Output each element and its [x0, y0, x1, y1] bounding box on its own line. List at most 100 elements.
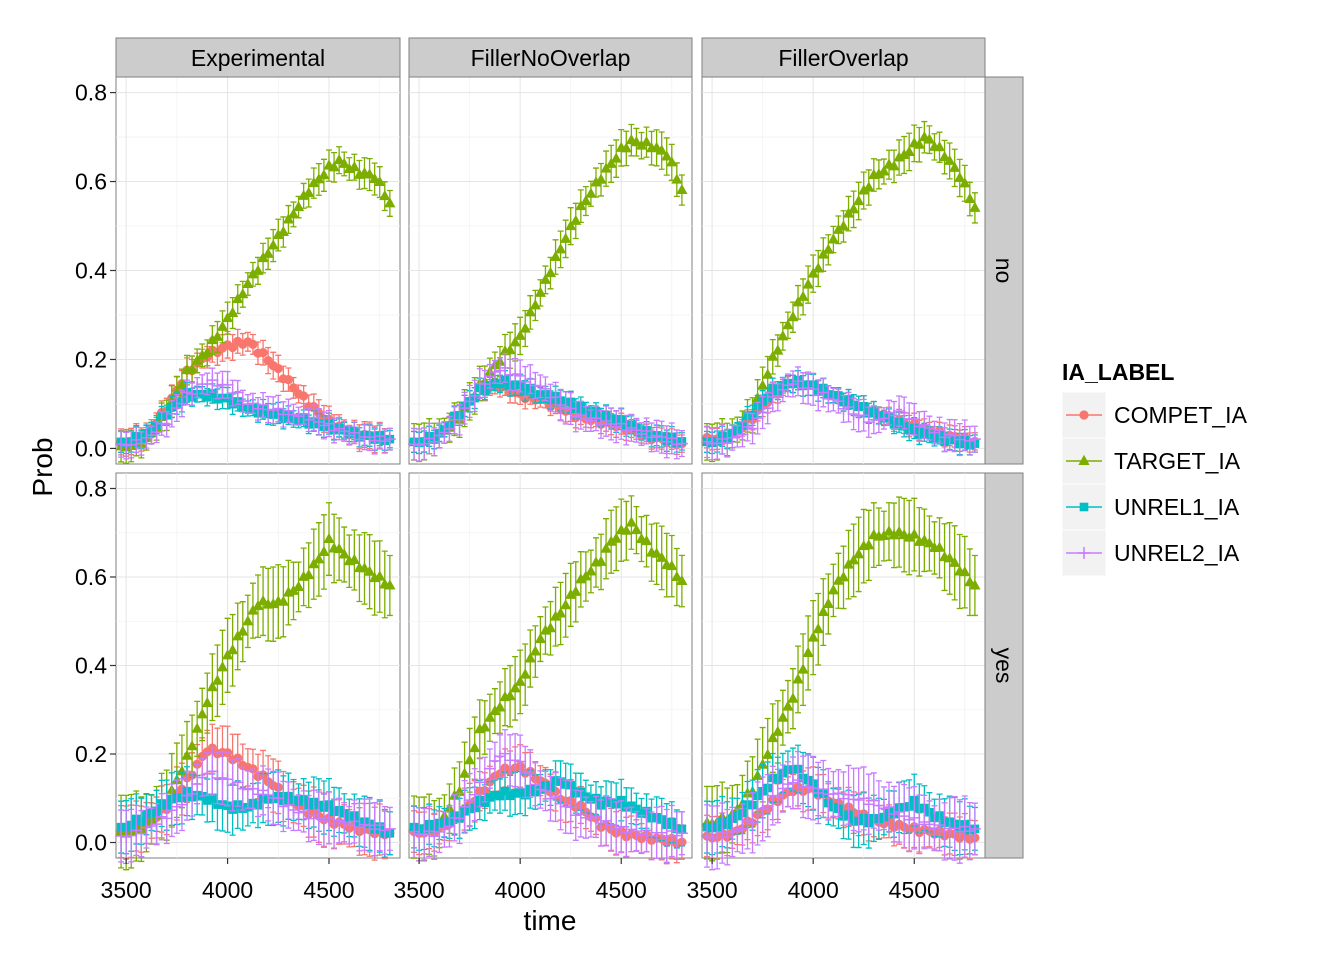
- data-point: [701, 829, 714, 842]
- data-point: [348, 426, 361, 439]
- strip-yes: yes: [984, 472, 1024, 859]
- data-point: [213, 800, 222, 809]
- data-point: [802, 646, 814, 657]
- data-point: [246, 397, 259, 410]
- data-point: [499, 361, 512, 374]
- data-point: [287, 408, 300, 421]
- data-point: [323, 532, 335, 544]
- data-point: [312, 812, 325, 825]
- data-point: [877, 802, 890, 815]
- data-point: [463, 395, 476, 408]
- data-point: [196, 708, 208, 719]
- data-point: [504, 344, 516, 355]
- data-point: [514, 329, 526, 340]
- data-point: [969, 201, 981, 212]
- data-point: [120, 830, 133, 843]
- data-point: [236, 395, 249, 408]
- data-point: [303, 568, 315, 580]
- data-point: [938, 825, 951, 838]
- data-point: [595, 173, 607, 184]
- series-UNREL2_IA: [408, 729, 688, 863]
- data-point: [228, 342, 238, 353]
- data-point: [600, 542, 612, 553]
- data-point: [216, 320, 229, 331]
- data-point: [661, 150, 673, 161]
- data-point: [625, 421, 638, 434]
- data-point: [812, 389, 825, 402]
- data-point: [913, 818, 926, 831]
- data-point: [969, 579, 981, 590]
- data-point: [338, 548, 350, 559]
- data-point: [848, 203, 860, 214]
- data-point: [721, 437, 734, 450]
- data-point: [529, 299, 541, 310]
- data-point: [676, 574, 688, 586]
- data-point: [241, 398, 254, 411]
- data-point: [640, 534, 653, 546]
- data-point: [645, 431, 658, 444]
- data-point: [433, 825, 446, 838]
- data-point: [787, 692, 799, 703]
- data-point: [287, 584, 300, 595]
- data-point: [741, 815, 754, 828]
- data-point: [211, 330, 224, 341]
- data-point: [782, 319, 794, 330]
- data-point: [171, 386, 183, 397]
- data-point: [201, 696, 213, 708]
- data-point: [817, 386, 830, 399]
- y-tick-label: 0.0: [75, 435, 107, 461]
- data-point: [519, 668, 531, 679]
- data-point: [615, 820, 628, 833]
- data-point: [408, 438, 421, 451]
- y-tick-label: 0.4: [75, 258, 107, 284]
- data-point: [575, 573, 587, 584]
- legend-label: TARGET_IA: [1114, 448, 1241, 474]
- y-axis-yes: 0.0 0.2 0.4 0.6 0.8: [75, 475, 116, 856]
- data-point: [292, 580, 305, 591]
- data-point: [882, 406, 895, 419]
- data-point: [797, 663, 809, 674]
- data-point: [247, 268, 259, 279]
- data-point: [181, 749, 193, 760]
- data-point: [236, 782, 249, 795]
- data-point: [135, 827, 148, 840]
- data-point: [524, 373, 537, 386]
- data-point: [186, 787, 199, 800]
- data-point: [605, 418, 618, 431]
- data-point: [933, 819, 946, 832]
- data-point: [499, 747, 512, 760]
- strip-label: yes: [991, 648, 1017, 684]
- data-point: [579, 413, 592, 426]
- data-point: [893, 405, 906, 418]
- data-point: [847, 407, 860, 420]
- data-point: [822, 243, 834, 254]
- legend-key-marker: [1079, 410, 1089, 420]
- data-point: [186, 363, 198, 374]
- data-point: [539, 382, 552, 395]
- data-point: [726, 825, 739, 838]
- data-point: [423, 825, 436, 838]
- data-point: [807, 782, 820, 795]
- data-point: [373, 430, 386, 443]
- data-point: [586, 795, 596, 804]
- data-point: [140, 431, 153, 444]
- data-point: [898, 406, 911, 419]
- data-point: [862, 416, 875, 429]
- data-point: [898, 148, 910, 159]
- data-point: [620, 524, 632, 535]
- data-point: [363, 168, 376, 179]
- data-point: [227, 644, 239, 655]
- data-point: [564, 402, 577, 415]
- data-point: [175, 397, 188, 410]
- data-point: [918, 418, 931, 431]
- data-point: [378, 824, 391, 837]
- data-point: [771, 790, 784, 803]
- data-point: [842, 401, 855, 414]
- data-point: [155, 810, 168, 823]
- data-point: [928, 822, 941, 835]
- data-point: [640, 135, 653, 147]
- data-point: [746, 816, 759, 829]
- data-point: [348, 553, 360, 564]
- data-point: [757, 758, 769, 769]
- data-point: [534, 783, 547, 796]
